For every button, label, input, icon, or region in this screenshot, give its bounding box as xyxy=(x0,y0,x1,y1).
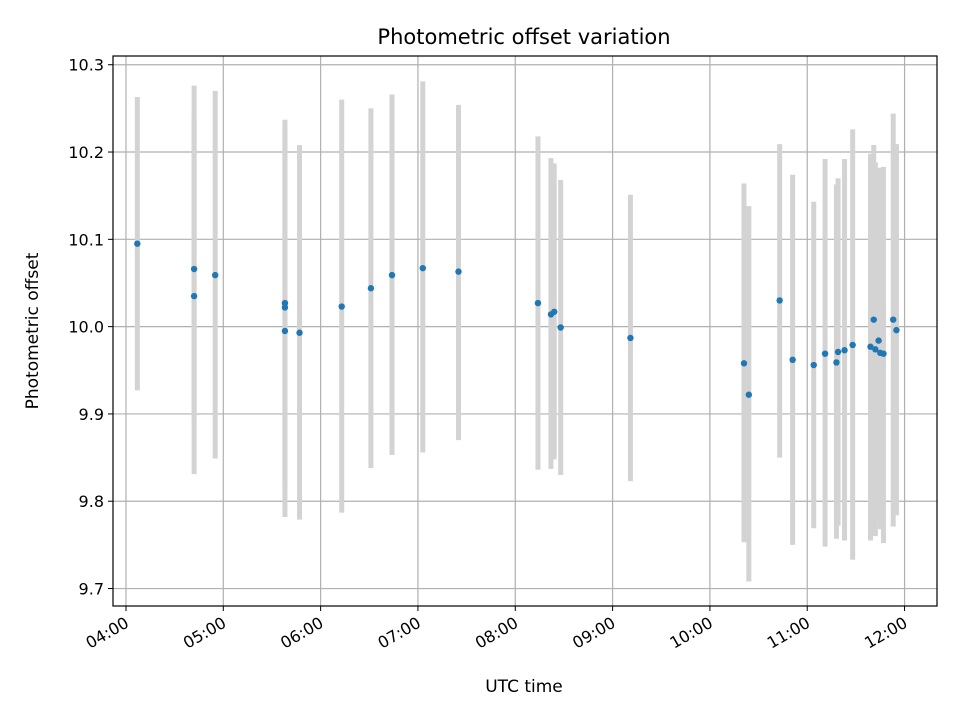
x-tick-label: 10:00 xyxy=(666,613,715,653)
x-axis-label: UTC time xyxy=(485,677,563,697)
data-point xyxy=(875,337,882,344)
x-tick-label: 06:00 xyxy=(277,613,326,653)
data-point xyxy=(455,268,462,275)
point-layer xyxy=(134,240,900,398)
chart-title: Photometric offset variation xyxy=(377,25,670,49)
data-point xyxy=(776,297,783,304)
y-tick-label: 9.9 xyxy=(79,405,104,424)
data-point xyxy=(211,271,219,279)
y-axis-label: Photometric offset xyxy=(23,252,43,409)
data-point xyxy=(190,292,198,300)
data-point xyxy=(281,304,289,311)
x-tick-label: 05:00 xyxy=(180,613,229,653)
data-point xyxy=(849,341,856,349)
data-point xyxy=(833,359,840,366)
data-point xyxy=(890,316,897,323)
x-tick-label: 04:00 xyxy=(83,613,132,653)
data-point xyxy=(810,361,817,369)
data-point xyxy=(867,343,874,350)
errorbar-layer xyxy=(134,81,899,582)
data-point xyxy=(534,299,542,307)
data-point xyxy=(745,391,753,398)
data-point xyxy=(550,308,558,315)
data-point xyxy=(296,329,303,336)
x-axis-ticks: 04:00 05:00 06:00 07:00 08:00 09:00 10:00 11:00… xyxy=(83,606,911,653)
data-point xyxy=(419,264,427,272)
data-point xyxy=(841,347,848,354)
data-point xyxy=(821,350,829,357)
data-point xyxy=(627,334,634,342)
x-tick-label: 08:00 xyxy=(472,613,521,653)
y-tick-label: 9.7 xyxy=(79,580,104,599)
data-point xyxy=(789,356,796,364)
data-point xyxy=(134,240,141,247)
y-tick-label: 10.3 xyxy=(68,56,104,75)
data-point xyxy=(281,327,289,335)
data-point xyxy=(872,346,879,353)
data-point xyxy=(740,360,748,367)
y-tick-label: 9.8 xyxy=(79,492,104,511)
data-point xyxy=(834,348,842,356)
data-point xyxy=(388,271,396,279)
y-tick-label: 10.2 xyxy=(68,143,104,162)
y-tick-label: 10.1 xyxy=(68,230,104,249)
y-axis-ticks: 9.7 9.8 9.9 10.0 10.1 10.2 10.3 xyxy=(68,56,113,599)
data-point xyxy=(367,285,375,292)
y-tick-label: 10.0 xyxy=(68,318,104,337)
x-tick-label: 09:00 xyxy=(569,613,618,653)
data-point xyxy=(557,324,564,331)
grid-layer xyxy=(113,56,937,606)
data-point xyxy=(880,350,887,357)
x-tick-label: 11:00 xyxy=(764,613,813,653)
x-tick-label: 12:00 xyxy=(861,613,910,653)
data-point xyxy=(190,265,198,273)
plot-frame xyxy=(112,55,938,607)
data-point xyxy=(870,316,877,323)
data-point xyxy=(338,303,345,310)
data-point xyxy=(893,326,900,334)
x-tick-label: 07:00 xyxy=(375,613,424,653)
